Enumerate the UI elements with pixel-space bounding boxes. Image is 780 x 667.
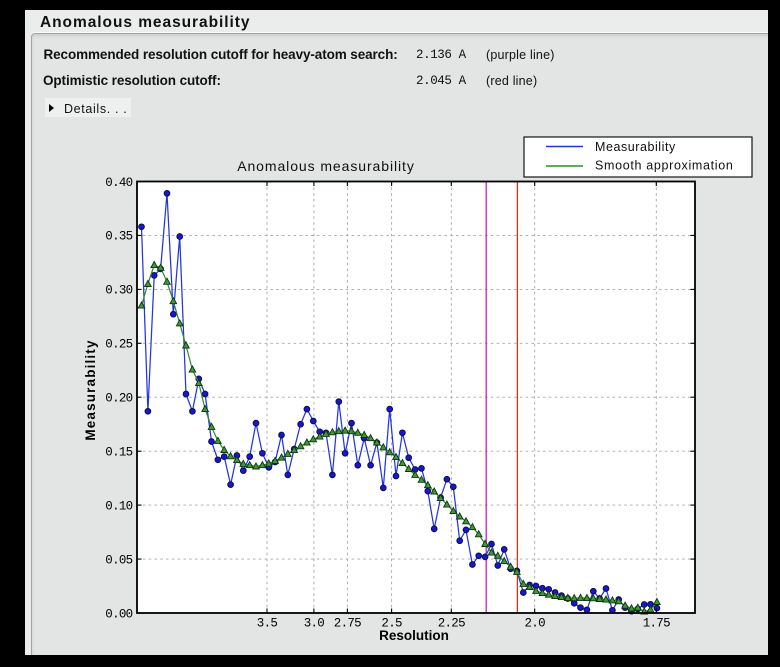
svg-text:3.5: 3.5 — [257, 617, 278, 631]
svg-text:1.75: 1.75 — [643, 617, 670, 631]
svg-text:Anomalous measurability: Anomalous measurability — [237, 158, 415, 174]
svg-text:2.0: 2.0 — [524, 617, 545, 631]
svg-text:2.75: 2.75 — [334, 617, 361, 631]
svg-text:Resolution: Resolution — [379, 628, 449, 643]
svg-text:0.20: 0.20 — [105, 392, 132, 406]
svg-text:0.15: 0.15 — [105, 446, 132, 460]
svg-text:2.5: 2.5 — [381, 617, 402, 631]
svg-text:0.40: 0.40 — [105, 176, 132, 190]
svg-text:3.0: 3.0 — [304, 617, 325, 631]
svg-text:0.05: 0.05 — [105, 553, 132, 567]
svg-text:0.00: 0.00 — [105, 607, 132, 621]
svg-text:Measurability: Measurability — [83, 339, 98, 440]
svg-text:0.10: 0.10 — [105, 499, 132, 513]
svg-text:0.25: 0.25 — [105, 338, 132, 352]
svg-text:Smooth approximation: Smooth approximation — [595, 159, 733, 173]
svg-text:0.35: 0.35 — [105, 230, 132, 244]
svg-text:2.25: 2.25 — [438, 617, 465, 631]
svg-text:Measurability: Measurability — [595, 140, 676, 154]
svg-text:0.30: 0.30 — [105, 284, 132, 298]
